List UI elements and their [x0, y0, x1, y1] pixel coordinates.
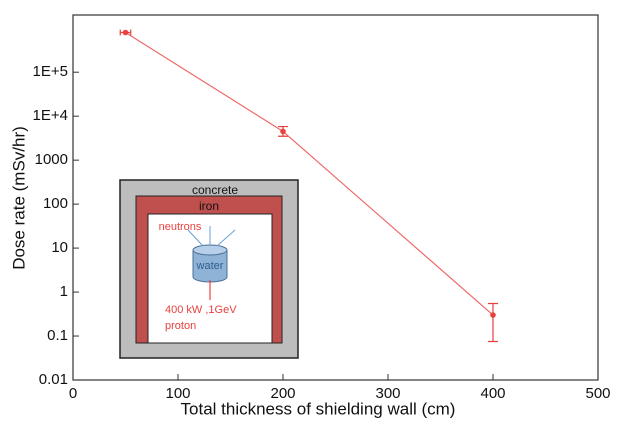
x-tick-label: 0 [69, 385, 77, 402]
x-tick-label: 200 [270, 385, 295, 402]
y-tick-label: 10 [51, 239, 68, 256]
x-tick-label: 100 [165, 385, 190, 402]
inset-label: 400 kW ,1GeV [165, 304, 237, 316]
data-point [123, 30, 129, 36]
inset-label: proton [165, 320, 196, 332]
chart: Total thickness of shielding wall (cm) D… [0, 0, 623, 426]
y-tick-label: 0.1 [47, 327, 68, 344]
y-tick-label: 1000 [35, 151, 68, 168]
error-bar [488, 303, 498, 341]
inset-label: water [196, 260, 224, 272]
x-tick-label: 500 [585, 385, 610, 402]
x-tick-label: 400 [480, 385, 505, 402]
x-tick-label: 300 [375, 385, 400, 402]
y-tick-label: 0.01 [39, 371, 68, 388]
x-axis-label: Total thickness of shielding wall (cm) [181, 399, 456, 418]
inset-label: concrete [192, 183, 238, 197]
y-axis-label: Dose rate (mSv/hr) [9, 126, 28, 270]
y-tick-label: 1E+5 [33, 63, 68, 80]
inset-label: iron [199, 199, 219, 213]
inset-label: neutrons [159, 221, 202, 233]
y-tick-label: 1E+4 [33, 107, 68, 124]
y-tick-label: 100 [43, 195, 68, 212]
y-tick-label: 1 [60, 283, 68, 300]
data-point [280, 129, 286, 135]
water-top [193, 245, 227, 255]
data-point [490, 312, 496, 318]
